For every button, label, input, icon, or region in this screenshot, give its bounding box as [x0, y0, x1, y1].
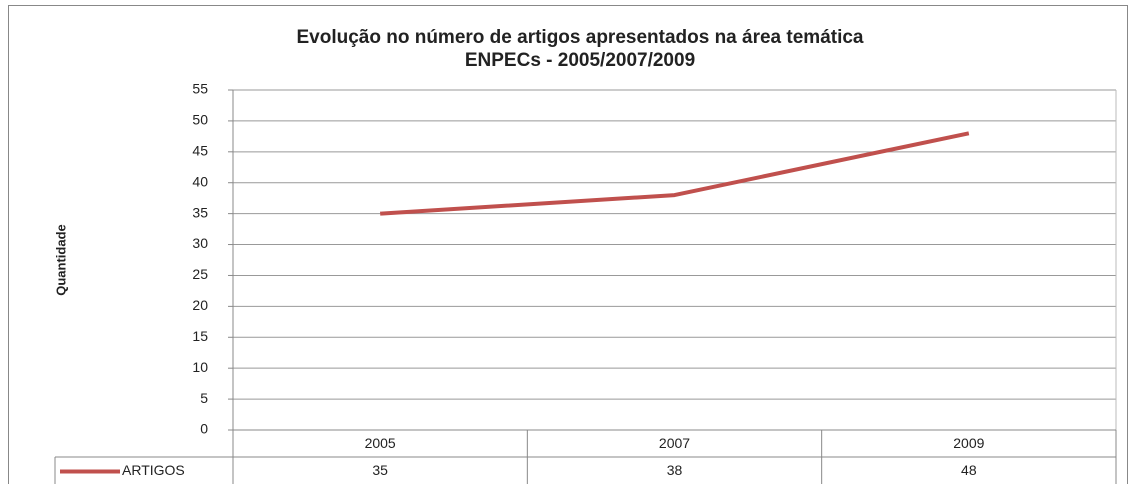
- y-tick-label: 20: [192, 297, 208, 313]
- y-tick-label: 55: [192, 81, 208, 97]
- y-tick-label: 40: [192, 173, 208, 189]
- x-tick-label: 2005: [365, 435, 396, 451]
- x-tick-label: 2009: [953, 435, 984, 451]
- chart-subtitle: ENPECs - 2005/2007/2009: [465, 50, 695, 71]
- y-tick-label: 0: [200, 421, 208, 437]
- y-tick-label: 25: [192, 266, 208, 282]
- y-tick-label: 35: [192, 204, 208, 220]
- chart-title: Evolução no número de artigos apresentad…: [296, 27, 863, 48]
- table-value: 48: [961, 462, 977, 478]
- table-value: 35: [372, 462, 388, 478]
- y-tick-label: 45: [192, 143, 208, 159]
- y-tick-label: 30: [192, 235, 208, 251]
- y-tick-label: 5: [200, 390, 208, 406]
- y-axis-label: Quantidade: [53, 224, 68, 296]
- legend-label: ARTIGOS: [122, 462, 185, 478]
- y-tick-label: 10: [192, 359, 208, 375]
- y-tick-label: 15: [192, 328, 208, 344]
- y-tick-label: 50: [192, 112, 208, 128]
- table-value: 38: [667, 462, 683, 478]
- x-tick-label: 2007: [659, 435, 690, 451]
- line-series: [380, 131, 970, 216]
